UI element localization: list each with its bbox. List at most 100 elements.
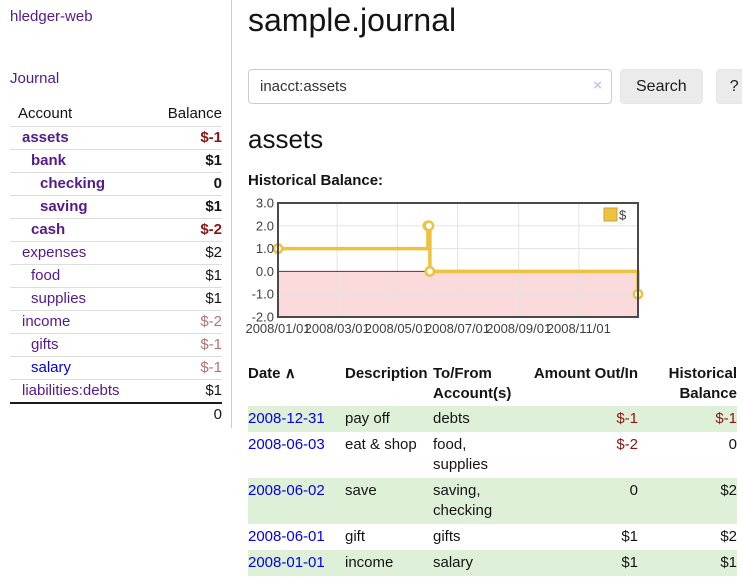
accounts-total-value: 0 — [213, 406, 222, 423]
svg-text:3.0: 3.0 — [256, 196, 274, 211]
account-balance: $1 — [205, 382, 222, 399]
transaction-date-link[interactable]: 2008-12-31 — [248, 410, 325, 427]
help-button[interactable]: ? — [715, 69, 742, 104]
search-box: × — [248, 69, 612, 104]
account-link[interactable]: saving — [40, 198, 88, 215]
sidebar-divider — [231, 0, 232, 428]
journal-link[interactable]: Journal — [10, 70, 60, 87]
svg-text:-1.0: -1.0 — [252, 287, 274, 302]
register-row: 2008-06-03 eat & shop food, supplies $-2 0 — [248, 432, 737, 478]
app-title-link[interactable]: hledger-web — [10, 8, 93, 25]
register-header-row: Date ∧ Description To/From Account(s) Am… — [248, 362, 737, 406]
register-row: 2008-06-01 gift gifts $1 $2 — [248, 524, 737, 550]
account-balance: $2 — [205, 244, 222, 261]
account-heading: assets — [248, 124, 324, 154]
transaction-date-link[interactable]: 2008-06-03 — [248, 436, 325, 453]
account-link[interactable]: income — [22, 313, 71, 330]
account-balance: $-1 — [200, 359, 222, 376]
account-row: supplies $1 — [10, 287, 222, 311]
account-link[interactable]: checking — [40, 175, 106, 192]
account-link[interactable]: cash — [31, 221, 66, 238]
clear-search-icon[interactable]: × — [593, 77, 602, 94]
transaction-description: gift — [345, 528, 366, 545]
account-link[interactable]: gifts — [31, 336, 59, 353]
account-row: gifts $-1 — [10, 333, 222, 357]
register-row: 2008-12-31 pay off debts $-1 $-1 — [248, 406, 737, 432]
transaction-description: pay off — [345, 410, 390, 427]
svg-text:2008/07/01: 2008/07/01 — [425, 321, 490, 336]
register-row: 2008-01-01 income salary $1 $1 — [248, 550, 737, 576]
search-input[interactable] — [248, 69, 612, 104]
account-link[interactable]: assets — [22, 129, 69, 146]
accounts-total-row: 0 — [10, 403, 222, 426]
accounts-column-header2: To/From Account(s) — [433, 365, 512, 402]
transaction-description: eat & shop — [345, 436, 417, 453]
account-link[interactable]: food — [31, 267, 61, 284]
transaction-amount: $-1 — [616, 410, 638, 427]
transaction-date-link[interactable]: 2008-06-01 — [248, 528, 325, 545]
account-row: salary $-1 — [10, 356, 222, 380]
date-column-header: Date ∧ — [248, 365, 296, 382]
transaction-accounts: gifts — [433, 528, 461, 545]
search-button[interactable]: Search — [620, 69, 703, 104]
register-table: Date ∧ Description To/From Account(s) Am… — [248, 362, 737, 576]
account-balance: $-2 — [200, 313, 222, 330]
sidebar: hledger-web Journal Account Balance asse… — [0, 0, 232, 576]
svg-text:1.0: 1.0 — [256, 241, 274, 256]
svg-text:2.0: 2.0 — [256, 218, 274, 233]
balance-column-header: Balance — [167, 105, 222, 122]
account-row: expenses $2 — [10, 241, 222, 265]
account-link[interactable]: salary — [31, 359, 72, 376]
account-row: liabilities:debts $1 — [10, 379, 222, 404]
sort-ascending-icon: ∧ — [284, 365, 296, 382]
search-row: × Search ? — [248, 69, 742, 104]
register-row: 2008-06-02 save saving, checking 0 $2 — [248, 478, 737, 524]
transaction-accounts: debts — [433, 410, 470, 427]
account-balance: 0 — [213, 175, 222, 192]
description-column-header: Description — [345, 365, 428, 382]
transaction-accounts: saving, checking — [433, 482, 493, 519]
account-balance: $-1 — [200, 336, 222, 353]
svg-text:2008/01/01: 2008/01/01 — [245, 321, 310, 336]
account-link[interactable]: expenses — [22, 244, 87, 261]
transaction-amount: $1 — [621, 528, 638, 545]
account-row: bank $1 — [10, 149, 222, 173]
transaction-description: income — [345, 554, 394, 571]
transaction-accounts: food, supplies — [433, 436, 489, 473]
account-link[interactable]: bank — [31, 152, 67, 169]
transaction-amount: $1 — [621, 554, 638, 571]
accounts-header-row: Account Balance — [10, 102, 222, 127]
account-row: saving $1 — [10, 195, 222, 219]
account-balance: $-1 — [200, 129, 222, 146]
svg-text:-2.0: -2.0 — [252, 310, 274, 325]
svg-text:0.0: 0.0 — [256, 264, 274, 279]
account-link[interactable]: liabilities:debts — [22, 382, 120, 399]
historical-balance-column-header: Historical Balance — [668, 365, 737, 402]
transaction-amount: 0 — [629, 482, 638, 499]
svg-text:2008/03/01: 2008/03/01 — [305, 321, 370, 336]
chart-heading: Historical Balance: — [248, 172, 384, 189]
transaction-date-link[interactable]: 2008-06-02 — [248, 482, 325, 499]
svg-text:2008/05/01: 2008/05/01 — [365, 321, 430, 336]
transaction-amount: $-2 — [616, 436, 638, 453]
account-row: assets $-1 — [10, 126, 222, 150]
main-content: sample.journal × Search ? assets Histori… — [232, 0, 742, 576]
transaction-balance: $-1 — [715, 410, 737, 427]
transaction-accounts: salary — [433, 554, 474, 571]
amount-column-header: Amount Out/In — [533, 365, 638, 382]
transaction-date-link[interactable]: 2008-01-01 — [248, 554, 325, 571]
transaction-balance: 0 — [728, 436, 737, 453]
accounts-table: Account Balance assets $-1 bank $1 checking 0… — [10, 102, 222, 426]
account-link[interactable]: supplies — [31, 290, 87, 307]
account-column-header: Account — [18, 105, 73, 122]
svg-text:2008/09/01: 2008/09/01 — [486, 321, 551, 336]
account-row: cash $-2 — [10, 218, 222, 242]
page-title: sample.journal — [248, 2, 457, 38]
account-balance: $-2 — [200, 221, 222, 238]
account-row: checking 0 — [10, 172, 222, 196]
transaction-description: save — [345, 482, 377, 499]
transaction-balance: $2 — [720, 482, 737, 499]
transaction-balance: $2 — [720, 528, 737, 545]
account-balance: $1 — [205, 198, 222, 215]
